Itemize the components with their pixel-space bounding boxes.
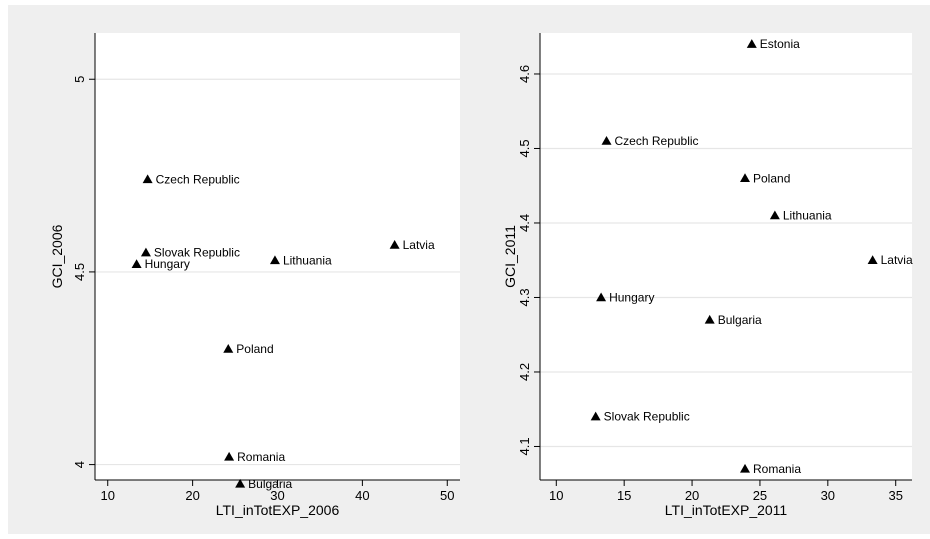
data-point-label: Latvia bbox=[403, 238, 435, 252]
data-point-label: Czech Republic bbox=[615, 134, 699, 148]
data-point-marker bbox=[746, 39, 757, 48]
y-tick-label: 4.2 bbox=[517, 363, 532, 381]
x-tick-label: 20 bbox=[685, 488, 699, 503]
data-point-label: Hungary bbox=[609, 290, 654, 304]
x-tick-label: 40 bbox=[355, 488, 369, 503]
data-point-marker bbox=[269, 255, 280, 265]
data-point-label: Bulgaria bbox=[248, 477, 292, 491]
y-tick-label: 4.4 bbox=[517, 214, 532, 232]
x-axis-title: LTI_inTotEXP_2006 bbox=[216, 502, 340, 518]
x-tick-label: 30 bbox=[270, 488, 284, 503]
data-point-label: Lithuania bbox=[783, 209, 832, 223]
y-axis-title: GCI_2006 bbox=[49, 224, 65, 288]
data-point-marker bbox=[601, 136, 612, 145]
x-tick-label: 25 bbox=[753, 488, 767, 503]
y-tick-label: 4.5 bbox=[517, 139, 532, 157]
y-tick-label: 5 bbox=[72, 76, 87, 83]
data-point-marker bbox=[740, 463, 751, 473]
x-axis-title: LTI_inTotEXP_2011 bbox=[665, 502, 788, 518]
y-tick-label: 4.6 bbox=[517, 65, 532, 83]
data-point-marker bbox=[131, 259, 142, 268]
data-point-label: Slovak Republic bbox=[604, 410, 690, 424]
x-tick-label: 10 bbox=[100, 488, 114, 503]
data-point-marker bbox=[740, 173, 751, 183]
data-point-marker bbox=[596, 292, 607, 302]
data-point-label: Poland bbox=[753, 171, 790, 185]
data-point-label: Lithuania bbox=[283, 253, 332, 267]
x-tick-label: 20 bbox=[185, 488, 199, 503]
y-tick-label: 4.5 bbox=[72, 263, 87, 281]
data-point-label: Czech Republic bbox=[156, 172, 240, 186]
x-tick-label: 15 bbox=[617, 488, 631, 503]
data-point-marker bbox=[223, 343, 234, 353]
data-point-marker bbox=[142, 174, 153, 184]
x-tick-label: 50 bbox=[440, 488, 454, 503]
data-point-label: Bulgaria bbox=[718, 313, 762, 327]
scatter-panel-left: 10 20 30 40 50 4 4.5 5 LTI_inTotEXP_2006 GCI_2006… bbox=[49, 33, 460, 518]
data-point-label: Estonia bbox=[760, 37, 800, 51]
data-point-marker bbox=[704, 314, 715, 324]
x-tick-label: 30 bbox=[821, 488, 835, 503]
y-axis-title: GCI_2011 bbox=[502, 225, 518, 288]
data-point-label: Romania bbox=[237, 450, 285, 464]
data-point-marker bbox=[867, 255, 878, 264]
data-point-marker bbox=[235, 478, 246, 488]
data-point-label: Slovak Republic bbox=[154, 246, 240, 260]
plot-area bbox=[540, 33, 912, 480]
data-point-label: Poland bbox=[236, 342, 273, 356]
data-point-marker bbox=[389, 239, 400, 249]
data-point-label: Hungary bbox=[145, 257, 190, 271]
scatter-panel-right: 10 15 20 25 30 35 4.1 4.2 4.3 4.4 4.5 4.6 LTI_inTotE… bbox=[502, 33, 913, 518]
data-point-marker bbox=[224, 451, 235, 461]
data-point-label: Latvia bbox=[881, 253, 913, 267]
data-point-marker bbox=[590, 411, 601, 421]
x-tick-label: 10 bbox=[549, 488, 563, 503]
data-point-label: Romania bbox=[753, 462, 801, 476]
data-point-marker bbox=[769, 210, 780, 220]
y-tick-label: 4.1 bbox=[517, 437, 532, 455]
y-tick-label: 4 bbox=[72, 461, 87, 468]
x-tick-label: 35 bbox=[888, 488, 902, 503]
plot-area bbox=[95, 33, 460, 480]
data-point-marker bbox=[140, 247, 151, 257]
y-tick-label: 4.3 bbox=[517, 288, 532, 306]
